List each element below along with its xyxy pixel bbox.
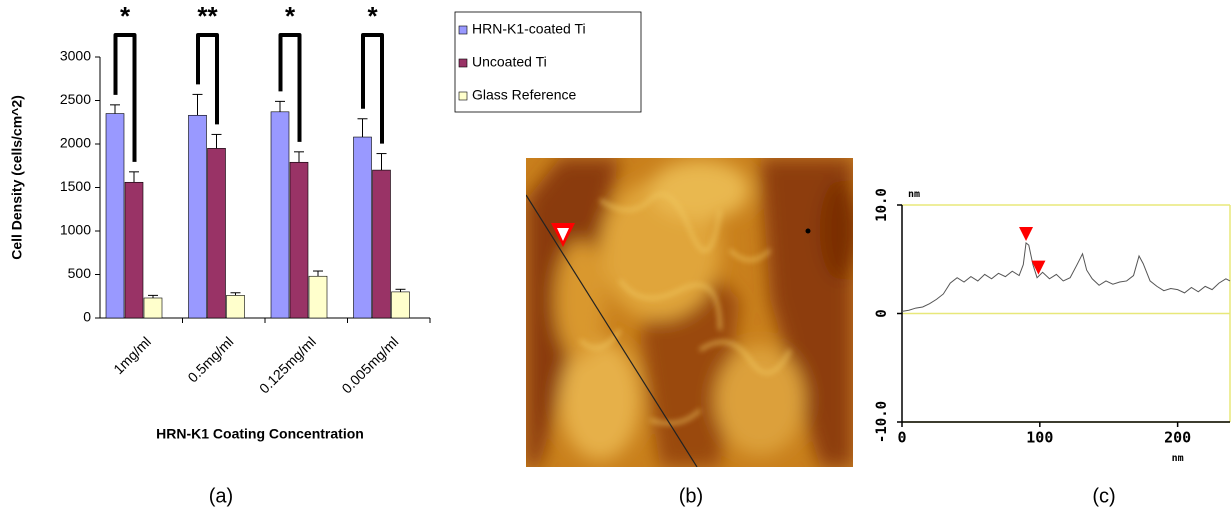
bar bbox=[125, 182, 143, 318]
panel-label: (a) bbox=[209, 485, 233, 507]
bar bbox=[392, 292, 410, 318]
bar bbox=[144, 298, 162, 318]
bar bbox=[189, 115, 207, 318]
significance-label: * bbox=[285, 1, 296, 31]
error-bar bbox=[294, 152, 304, 162]
y-tick-label: -10.0 bbox=[874, 401, 890, 443]
y-axis-label: nm bbox=[908, 189, 920, 200]
bar bbox=[106, 114, 124, 318]
panel-label: (b) bbox=[679, 485, 703, 507]
y-axis-label: Cell Density (cells/cm^2) bbox=[9, 95, 25, 260]
x-axis-label: HRN-K1 Coating Concentration bbox=[156, 426, 364, 442]
x-tick-label: 0.5mg/ml bbox=[184, 333, 236, 385]
x-tick-label: 200 bbox=[1164, 429, 1191, 447]
y-tick-label: 1000 bbox=[60, 222, 91, 238]
figure: (a) (b) (c) 0500100015002000250030001mg/… bbox=[0, 0, 1231, 514]
y-tick-label: 2500 bbox=[60, 91, 91, 107]
bar bbox=[354, 137, 372, 318]
bar bbox=[373, 170, 391, 318]
y-tick-label: 10.0 bbox=[874, 188, 890, 222]
profile-line bbox=[902, 243, 1230, 311]
error-bar bbox=[313, 271, 323, 276]
legend-swatch bbox=[459, 59, 467, 67]
cursor-marker bbox=[1019, 227, 1033, 241]
legend-swatch bbox=[459, 92, 467, 100]
error-bar bbox=[358, 119, 368, 137]
significance-label: * bbox=[120, 1, 131, 31]
x-tick-label: 0 bbox=[897, 429, 906, 447]
y-tick-label: 1500 bbox=[60, 178, 91, 194]
bar bbox=[208, 148, 226, 318]
legend-swatch bbox=[459, 26, 467, 34]
panel-label: (c) bbox=[1092, 485, 1115, 507]
x-tick-label: 0.125mg/ml bbox=[256, 333, 319, 396]
legend-label: HRN-K1-coated Ti bbox=[472, 21, 586, 37]
significance-label: * bbox=[367, 1, 378, 31]
x-tick-label: 0.005mg/ml bbox=[338, 333, 401, 396]
error-bar bbox=[231, 293, 241, 296]
error-bar bbox=[193, 94, 203, 115]
y-tick-label: 500 bbox=[68, 265, 92, 281]
error-bar bbox=[148, 295, 158, 298]
significance-label: ** bbox=[197, 1, 218, 31]
x-axis-label: nm bbox=[1172, 453, 1184, 464]
y-tick-label: 0 bbox=[83, 309, 91, 325]
bar bbox=[271, 112, 289, 318]
significance-bracket bbox=[198, 35, 217, 124]
error-bar bbox=[212, 134, 222, 148]
bar bbox=[309, 276, 327, 318]
error-bar bbox=[396, 289, 406, 292]
error-bar bbox=[377, 154, 387, 171]
x-tick-label: 100 bbox=[1026, 429, 1053, 447]
significance-bracket bbox=[363, 35, 382, 144]
error-bar bbox=[129, 172, 139, 182]
bar bbox=[290, 162, 308, 318]
bar bbox=[227, 295, 245, 318]
legend-label: Uncoated Ti bbox=[472, 54, 547, 70]
y-tick-label: 0 bbox=[874, 309, 890, 317]
y-tick-label: 3000 bbox=[60, 48, 91, 64]
x-tick-label: 1mg/ml bbox=[110, 333, 154, 377]
y-tick-label: 2000 bbox=[60, 135, 91, 151]
error-bar bbox=[275, 101, 285, 111]
legend-label: Glass Reference bbox=[472, 87, 576, 103]
afm-image bbox=[526, 158, 860, 467]
error-bar bbox=[110, 105, 120, 114]
